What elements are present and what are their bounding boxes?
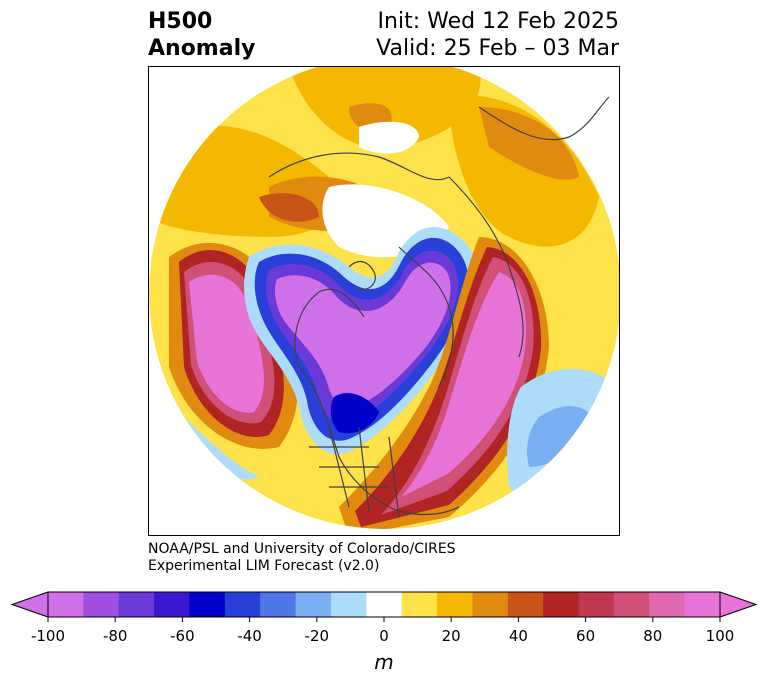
colorbar-swatch — [507, 592, 544, 617]
colorbar-tick-label: -20 — [304, 627, 330, 645]
coastlines — [268, 96, 610, 518]
colorbar-tick-label: -40 — [237, 627, 262, 645]
map-title: H500 Anomaly — [148, 8, 255, 62]
colorbar-swatch — [543, 592, 580, 617]
colorbar-swatch — [613, 592, 650, 617]
colorbar-swatch — [330, 592, 367, 617]
colorbar-swatch — [684, 592, 721, 617]
credit-line-2: Experimental LIM Forecast (v2.0) — [148, 558, 380, 574]
title-variable: H500 — [148, 9, 213, 34]
colorbar-tick-label: 60 — [576, 627, 596, 645]
init-date: Init: Wed 12 Feb 2025 — [377, 9, 619, 34]
colorbar-tick-label: 100 — [705, 627, 735, 645]
title-type: Anomaly — [148, 36, 256, 61]
colorbar-swatch — [48, 592, 84, 617]
colorbar-tick-label: 0 — [379, 627, 389, 645]
colorbar-unit: m — [374, 650, 394, 674]
colorbar-tick-label: 40 — [508, 627, 528, 645]
colorbar-swatch — [366, 592, 403, 617]
map-panel — [148, 66, 620, 536]
colorbar-tick-label: -80 — [102, 627, 128, 645]
colorbar-swatch — [649, 592, 686, 617]
colorbar — [10, 591, 758, 622]
colorbar-tick-label: 80 — [643, 627, 663, 645]
anomaly-field — [149, 67, 619, 529]
colorbar-swatch — [295, 592, 332, 617]
colorbar-extend-low — [10, 591, 49, 618]
colorbar-tick-label: -60 — [170, 627, 195, 645]
colorbar-swatch — [224, 592, 261, 617]
colorbar-swatch — [189, 592, 226, 617]
colorbar-swatch — [578, 592, 615, 617]
anomaly-map — [149, 67, 619, 535]
colorbar-tick-label: -100 — [30, 627, 66, 645]
forecast-dates: Init: Wed 12 Feb 2025 Valid: 25 Feb – 03… — [376, 8, 619, 62]
colorbar-swatch — [437, 592, 473, 617]
colorbar-tick-label: 20 — [441, 627, 461, 645]
colorbar-swatch — [154, 592, 190, 617]
credit-line-1: NOAA/PSL and University of Colorado/CIRE… — [148, 541, 456, 557]
colorbar-swatch — [260, 592, 297, 617]
colorbar-swatch — [83, 592, 120, 617]
colorbar-swatch — [401, 592, 438, 617]
colorbar-swatch — [472, 592, 509, 617]
valid-range: Valid: 25 Feb – 03 Mar — [376, 36, 619, 61]
colorbar-extend-high — [719, 591, 758, 618]
credit-text: NOAA/PSL and University of Colorado/CIRE… — [148, 541, 456, 575]
colorbar-swatch — [118, 592, 155, 617]
